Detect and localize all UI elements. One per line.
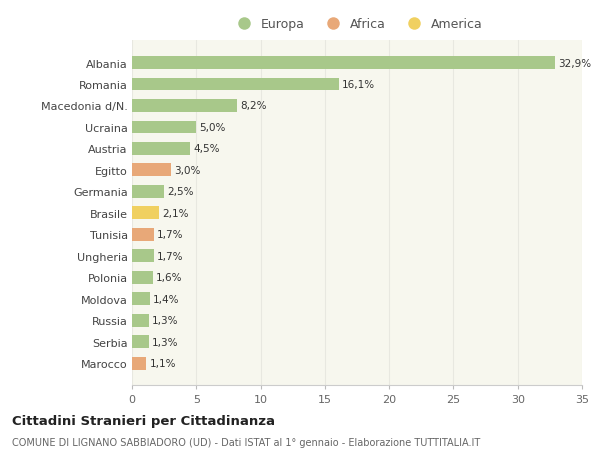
- Bar: [132, 229, 154, 241]
- Bar: [132, 250, 154, 263]
- Bar: [132, 336, 149, 348]
- Bar: [132, 271, 152, 284]
- Text: COMUNE DI LIGNANO SABBIADORO (UD) - Dati ISTAT al 1° gennaio - Elaborazione TUTT: COMUNE DI LIGNANO SABBIADORO (UD) - Dati…: [12, 437, 480, 447]
- Bar: [132, 143, 190, 156]
- Text: 1,4%: 1,4%: [153, 294, 180, 304]
- Bar: [132, 57, 555, 70]
- Text: 5,0%: 5,0%: [199, 123, 226, 133]
- Text: 4,5%: 4,5%: [193, 144, 220, 154]
- Bar: [132, 185, 164, 198]
- Text: 1,3%: 1,3%: [152, 337, 178, 347]
- Bar: [132, 100, 238, 113]
- Bar: [132, 357, 146, 370]
- Text: 2,1%: 2,1%: [162, 208, 189, 218]
- Bar: [132, 164, 170, 177]
- Bar: [132, 121, 196, 134]
- Legend: Europa, Africa, America: Europa, Africa, America: [226, 13, 488, 36]
- Text: 2,5%: 2,5%: [167, 187, 194, 197]
- Text: 1,1%: 1,1%: [149, 358, 176, 369]
- Bar: [132, 207, 159, 220]
- Text: 1,7%: 1,7%: [157, 230, 184, 240]
- Text: 3,0%: 3,0%: [174, 166, 200, 175]
- Text: 1,7%: 1,7%: [157, 252, 184, 261]
- Text: 1,3%: 1,3%: [152, 316, 178, 325]
- Bar: [132, 314, 149, 327]
- Text: 16,1%: 16,1%: [342, 80, 376, 90]
- Text: 1,6%: 1,6%: [156, 273, 182, 283]
- Text: Cittadini Stranieri per Cittadinanza: Cittadini Stranieri per Cittadinanza: [12, 414, 275, 428]
- Text: 8,2%: 8,2%: [241, 101, 267, 111]
- Bar: [132, 293, 150, 306]
- Text: 32,9%: 32,9%: [558, 58, 592, 68]
- Bar: [132, 78, 339, 91]
